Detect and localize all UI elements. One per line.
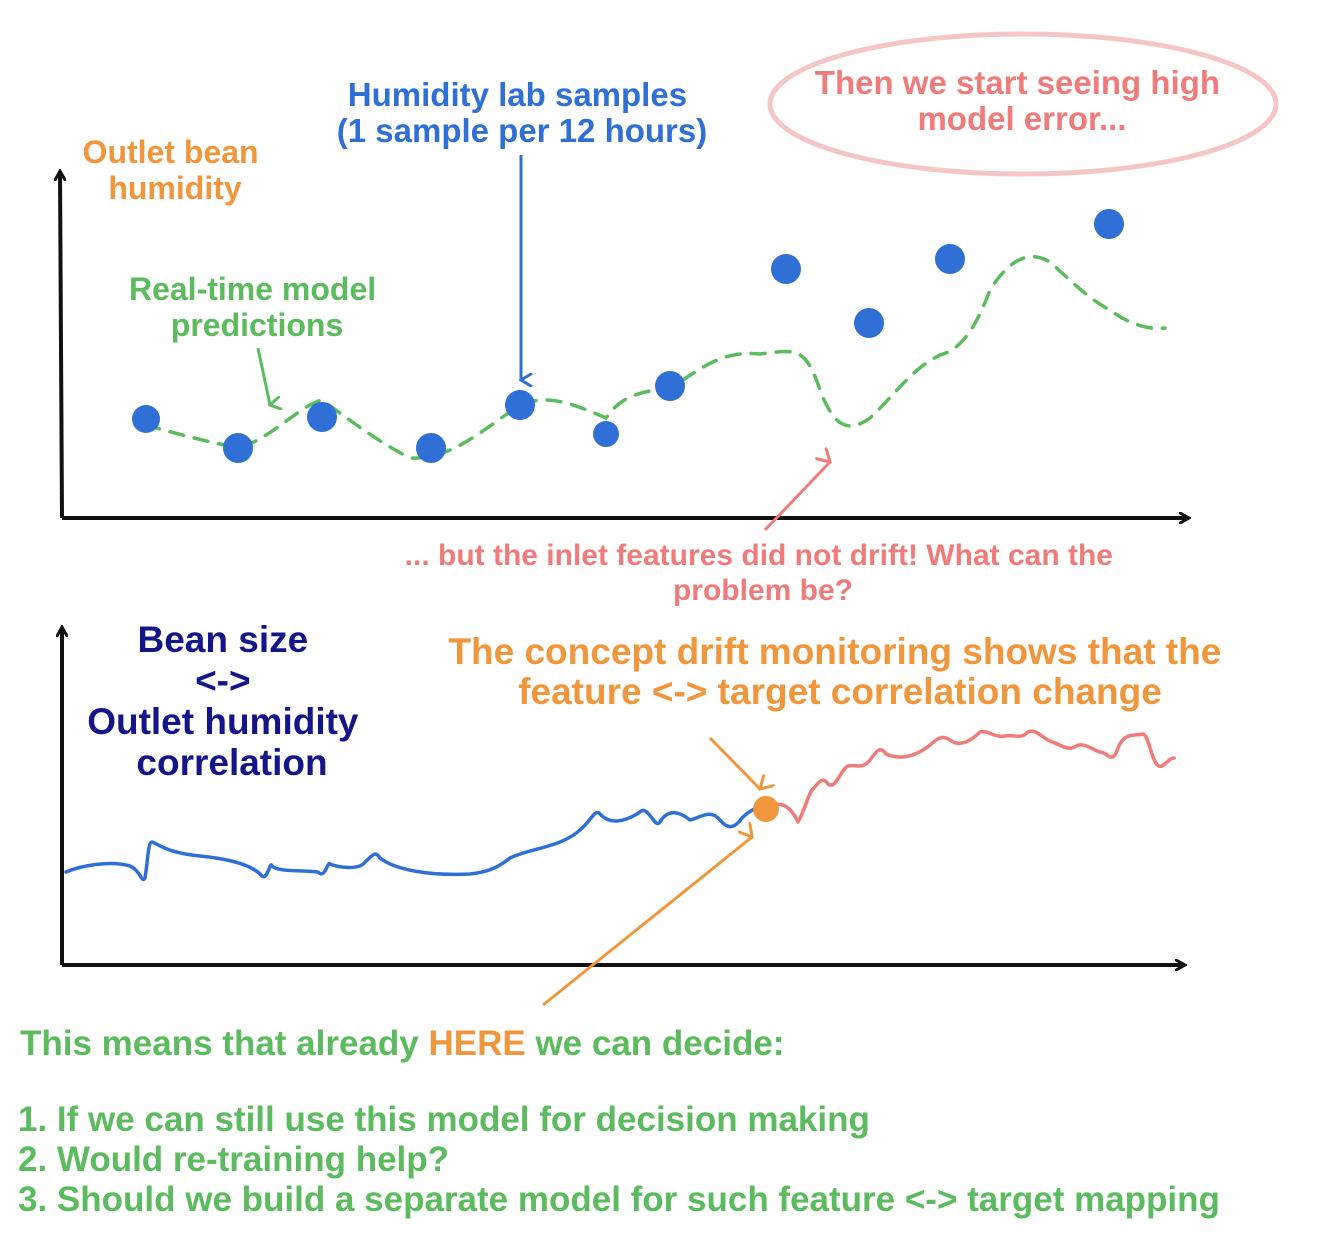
change-point-marker <box>753 796 779 822</box>
concept-drift-arrow <box>708 736 760 789</box>
lab-samples <box>132 209 1124 463</box>
correlation-line-after <box>764 729 1176 824</box>
lab-sample-dot <box>307 402 337 432</box>
model-error-label: Then we start seeing high model error... <box>815 64 1229 137</box>
drift-question-arrow <box>763 462 830 532</box>
correlation-line-before <box>64 805 768 882</box>
lab-sample-dot <box>655 371 685 401</box>
concept-drift-label: The concept drift monitoring shows that … <box>448 631 1231 712</box>
conclusion-heading: This means that already HERE we can deci… <box>20 1024 784 1063</box>
lab-sample-dot <box>132 405 160 433</box>
lab-sample-dot <box>854 308 884 338</box>
prediction-dashed-line <box>144 254 1167 460</box>
lab-sample-dot <box>771 254 801 284</box>
lab-sample-dot <box>935 244 965 274</box>
predictions-arrow <box>256 347 270 405</box>
error-callout-ellipse <box>767 31 1279 177</box>
bottom-y-axis-label: Bean size <-> Outlet humidity correlatio… <box>87 619 369 783</box>
lab-samples-label: Humidity lab samples (1 sample per 12 ho… <box>337 76 707 149</box>
lab-sample-dot <box>505 390 535 420</box>
lab-sample-dot <box>416 433 446 463</box>
bottom-panel: Bean size <-> Outlet humidity correlatio… <box>62 619 1231 1007</box>
lab-sample-dot <box>1094 209 1124 239</box>
top-panel: Outlet bean humidity Humidity lab sample… <box>60 31 1279 607</box>
conclusion-item-2: 2. Would re-training help? <box>18 1140 449 1179</box>
top-y-axis-label: Outlet bean humidity <box>83 134 268 206</box>
here-arrow <box>542 837 752 1007</box>
here-highlight: HERE <box>428 1024 525 1063</box>
lab-sample-dot <box>593 421 619 447</box>
conclusion: This means that already HERE we can deci… <box>18 1024 1220 1219</box>
conclusion-item-1: 1. If we can still use this model for de… <box>18 1100 870 1139</box>
predictions-label: Real-time model predictions <box>129 271 385 343</box>
lab-sample-dot <box>223 433 253 463</box>
drift-question-label: ... but the inlet features did not drift… <box>405 539 1122 607</box>
top-y-axis <box>60 172 62 519</box>
conclusion-item-3: 3. Should we build a separate model for … <box>18 1180 1220 1219</box>
